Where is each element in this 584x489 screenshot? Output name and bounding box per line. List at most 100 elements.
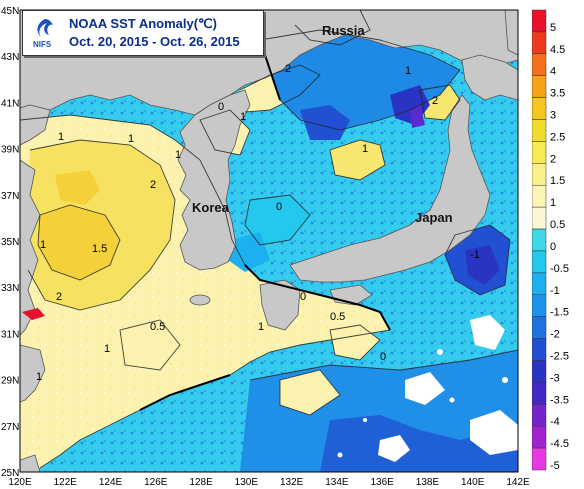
lat-label: 33N	[1, 283, 19, 294]
legend-label: -4	[550, 416, 560, 428]
legend-swatch	[532, 425, 547, 449]
legend-label: 3	[550, 110, 556, 122]
date-range: Oct. 20, 2015 - Oct. 26, 2015	[69, 34, 240, 49]
legend-swatch	[532, 75, 547, 98]
lon-label: 126E	[144, 477, 168, 488]
contour-label: 1	[405, 65, 411, 77]
legend-swatch	[532, 97, 547, 120]
legend-label: -1.5	[550, 307, 569, 319]
lon-label: 132E	[280, 477, 304, 488]
contour-label: 1	[175, 149, 181, 161]
lat-label: 41N	[1, 98, 19, 109]
lat-label: 45N	[1, 6, 19, 17]
lon-label: 124E	[99, 477, 123, 488]
legend-label: 0.5	[550, 219, 565, 231]
region-label-russia: Russia	[322, 23, 365, 38]
legend-swatch	[532, 228, 547, 252]
contour-label: 1	[362, 143, 368, 155]
legend-label: 2	[550, 153, 556, 165]
legend-label: -2	[550, 329, 560, 341]
contour-label: 2	[285, 63, 291, 75]
legend-swatch	[532, 141, 547, 164]
contour-label: 0	[300, 291, 306, 303]
legend-swatch	[532, 31, 547, 55]
contour-label: 1.5	[92, 243, 107, 255]
legend-swatch	[532, 272, 547, 296]
color-legend: 5 4.5 4 3.5 3 2.5 2 1.5 1 0.5 0 -0.5 -1 -1.5 -2 -2.5 -3 -…	[532, 9, 569, 472]
legend-swatch	[532, 294, 547, 317]
contour-label: 2	[150, 179, 156, 191]
legend-label: 4.5	[550, 44, 565, 56]
lat-label: 39N	[1, 145, 19, 156]
lon-label: 138E	[416, 477, 440, 488]
contour-label: 1	[58, 131, 64, 143]
contour-label: 2	[432, 95, 438, 107]
lon-label: 130E	[235, 477, 259, 488]
contour-label: 0.5	[330, 311, 345, 323]
lon-label: 142E	[506, 477, 530, 488]
contour-label: 2	[56, 291, 62, 303]
lon-axis: 120E 122E 124E 126E 128E 130E 132E 134E 136E 138E…	[8, 477, 530, 488]
lat-label: 43N	[1, 52, 19, 63]
legend-label: -4.5	[550, 438, 569, 450]
legend-label: -3.5	[550, 394, 569, 406]
contour-labels: 1 2 1 1.5 1 2 1 0.5 1 0 1 2 1 0 1 0.5 0 …	[36, 63, 480, 383]
lon-label: 134E	[325, 477, 349, 488]
lon-label: 122E	[54, 477, 78, 488]
contour-label: 1	[240, 111, 246, 123]
lon-label: 140E	[461, 477, 485, 488]
contour-label: 1	[128, 133, 134, 145]
lat-label: 29N	[1, 376, 19, 387]
contour-label: 1	[36, 371, 42, 383]
legend-swatch	[532, 250, 547, 274]
legend-swatch	[532, 119, 547, 142]
legend-label: 5	[550, 22, 556, 34]
contour-label: 0	[218, 101, 224, 113]
legend-label: -2.5	[550, 350, 569, 362]
title-box: NIFS NOAA SST Anomaly(℃) Oct. 20, 2015 -…	[22, 10, 264, 56]
lat-label: 35N	[1, 237, 19, 248]
lon-label: 120E	[8, 477, 32, 488]
lat-label: 37N	[1, 191, 19, 202]
contour-label: 0	[380, 351, 386, 363]
region-label-japan: Japan	[415, 210, 453, 225]
contour-label: 1	[104, 343, 110, 355]
contour-label: 1	[40, 239, 46, 251]
lon-label: 136E	[371, 477, 395, 488]
legend-swatch	[532, 53, 547, 76]
legend-swatch	[532, 316, 547, 339]
legend-swatch	[532, 338, 547, 361]
map-title: NOAA SST Anomaly(℃)	[69, 16, 217, 31]
legend-swatch	[532, 360, 547, 383]
region-label-korea: Korea	[192, 200, 230, 215]
legend-label: 0	[550, 241, 556, 253]
legend-label: 1.5	[550, 175, 565, 187]
legend-label: 3.5	[550, 88, 565, 100]
legend-swatch	[532, 9, 547, 33]
legend-label: -0.5	[550, 263, 569, 275]
legend-label: 2.5	[550, 131, 565, 143]
legend-label: -1	[550, 285, 560, 297]
legend-swatch	[532, 382, 547, 405]
legend-swatch	[532, 163, 547, 186]
legend-swatch	[532, 447, 547, 471]
contour-label: 0	[276, 201, 282, 213]
nifs-logo-icon: NIFS	[33, 19, 53, 49]
contour-label: 1	[258, 321, 264, 333]
legend-label: 4	[550, 66, 556, 78]
contour-label: 0.5	[150, 321, 165, 333]
lat-axis: 45N 43N 41N 39N 37N 35N 33N 31N 29N 27N 25N	[1, 6, 19, 479]
legend-label: -5	[550, 460, 560, 472]
no-data-patches	[337, 315, 518, 462]
lat-label: 27N	[1, 422, 19, 433]
lon-label: 128E	[189, 477, 213, 488]
legend-swatch	[532, 184, 547, 208]
map-frame	[19, 9, 519, 473]
contour-label: -1	[470, 249, 480, 261]
lat-label: 31N	[1, 329, 19, 340]
logo-text: NIFS	[33, 40, 52, 49]
legend-swatch	[532, 404, 547, 427]
legend-label: 1	[550, 197, 556, 209]
lat-label: 25N	[1, 468, 19, 479]
